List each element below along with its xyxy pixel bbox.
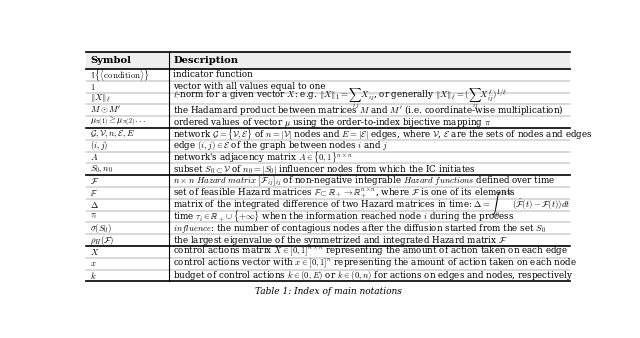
Text: $\mathcal{G}, \mathcal{V}, n, \mathcal{E}, E$: $\mathcal{G}, \mathcal{V}, n, \mathcal{E… [90,128,135,140]
Text: $S_0, n_0$: $S_0, n_0$ [90,164,113,175]
Text: $\sigma(S_0)$: $\sigma(S_0)$ [90,222,112,235]
Text: matrix of the integrated difference of two Hazard matrices in time: $\Delta=\int: matrix of the integrated difference of t… [173,189,571,220]
Text: $(i,j)$: $(i,j)$ [90,139,108,152]
Text: indicator function: indicator function [173,70,253,79]
Text: the Hadamard product between matrices $M$ and $M'$ (i.e. coordinate-wise multipl: the Hadamard product between matrices $M… [173,103,564,117]
Text: vector with all values equal to one: vector with all values equal to one [173,82,326,91]
Text: set of feasible Hazard matrices $\mathbb{F}\subset\mathbb{R}_+\rightarrow\mathbb: set of feasible Hazard matrices $\mathbb… [173,186,516,200]
Text: control actions vector with $x\in[0,1]^n$ representing the amount of action take: control actions vector with $x\in[0,1]^n… [173,257,577,270]
Text: Table 1: Index of main notations: Table 1: Index of main notations [255,287,401,295]
Text: $\Delta$: $\Delta$ [90,200,99,210]
Text: $\mathbb{F}$: $\mathbb{F}$ [90,188,98,198]
Text: time $\tau_i\in\mathbb{R}_+\cup\{+\infty\}$ when the information reached node $i: time $\tau_i\in\mathbb{R}_+\cup\{+\infty… [173,209,515,224]
Text: edge $(i,j)\in\mathcal{E}$ of the graph between nodes $i$ and $j$: edge $(i,j)\in\mathcal{E}$ of the graph … [173,139,388,152]
Text: $\mu_{\pi(1)} \geq \mu_{\pi(2)}...$: $\mu_{\pi(1)} \geq \mu_{\pi(2)}...$ [90,115,146,129]
Text: Symbol: Symbol [90,56,131,65]
Text: Description: Description [173,56,238,65]
Text: network $\mathcal{G}=\{\mathcal{V},\mathcal{E}\}$ of $n=|\mathcal{V}|$ nodes and: network $\mathcal{G}=\{\mathcal{V},\math… [173,126,593,142]
Text: ordered values of vector $\mu$ using the order-to-index bijective mapping $\pi$: ordered values of vector $\mu$ using the… [173,116,492,128]
Text: $\tau_i$: $\tau_i$ [90,212,97,221]
Text: the largest eigenvalue of the symmetrized and integrated Hazard matrix $\mathcal: the largest eigenvalue of the symmetrize… [173,234,508,246]
Text: $n\times n$ $\mathit{Hazard\ matrix}$ $[\mathcal{F}_{ij}]_{ij}$ of non-negative : $n\times n$ $\mathit{Hazard\ matrix}$ $[… [173,174,556,188]
Text: $x$: $x$ [90,259,97,268]
Text: $\mathbf{1}$: $\mathbf{1}$ [90,82,95,92]
Text: $A$: $A$ [90,152,99,163]
Text: control actions matrix $X\in[0,1]^{n\times n}$ representing the amount of action: control actions matrix $X\in[0,1]^{n\tim… [173,245,568,259]
Text: $\mathcal{F}$: $\mathcal{F}$ [90,176,99,186]
Text: $\ell$-norm for a given vector $X$: e.g. $\|X\|_1 = \sum_{ij} X_{ij}$, or genera: $\ell$-norm for a given vector $X$: e.g.… [173,86,507,111]
Text: $\mathbb{1}\{\langle\mathrm{condition}\rangle\}$: $\mathbb{1}\{\langle\mathrm{condition}\r… [90,67,150,82]
Text: $\mathit{influence}$: the number of contagious nodes after the diffusion started: $\mathit{influence}$: the number of cont… [173,222,546,235]
Text: network's adjacency matrix $A\in\{0,1\}^{n\times n}$: network's adjacency matrix $A\in\{0,1\}^… [173,150,353,165]
Bar [86,52,570,69]
Text: $\|X\|_\ell$: $\|X\|_\ell$ [90,93,111,104]
Text: $\rho_H(\mathcal{F})$: $\rho_H(\mathcal{F})$ [90,234,115,246]
Text: $M \odot M'$: $M \odot M'$ [90,105,122,116]
Text: subset $S_0\subset\mathcal{V}$ of $n_0=|S_0|$ influencer nodes from which the IC: subset $S_0\subset\mathcal{V}$ of $n_0=|… [173,163,476,176]
Text: budget of control actions $k\in(0,E)$ or $k\in(0,n)$ for actions on edges and no: budget of control actions $k\in(0,E)$ or… [173,269,573,282]
Text: $k$: $k$ [90,270,97,281]
Text: $X$: $X$ [90,247,99,257]
